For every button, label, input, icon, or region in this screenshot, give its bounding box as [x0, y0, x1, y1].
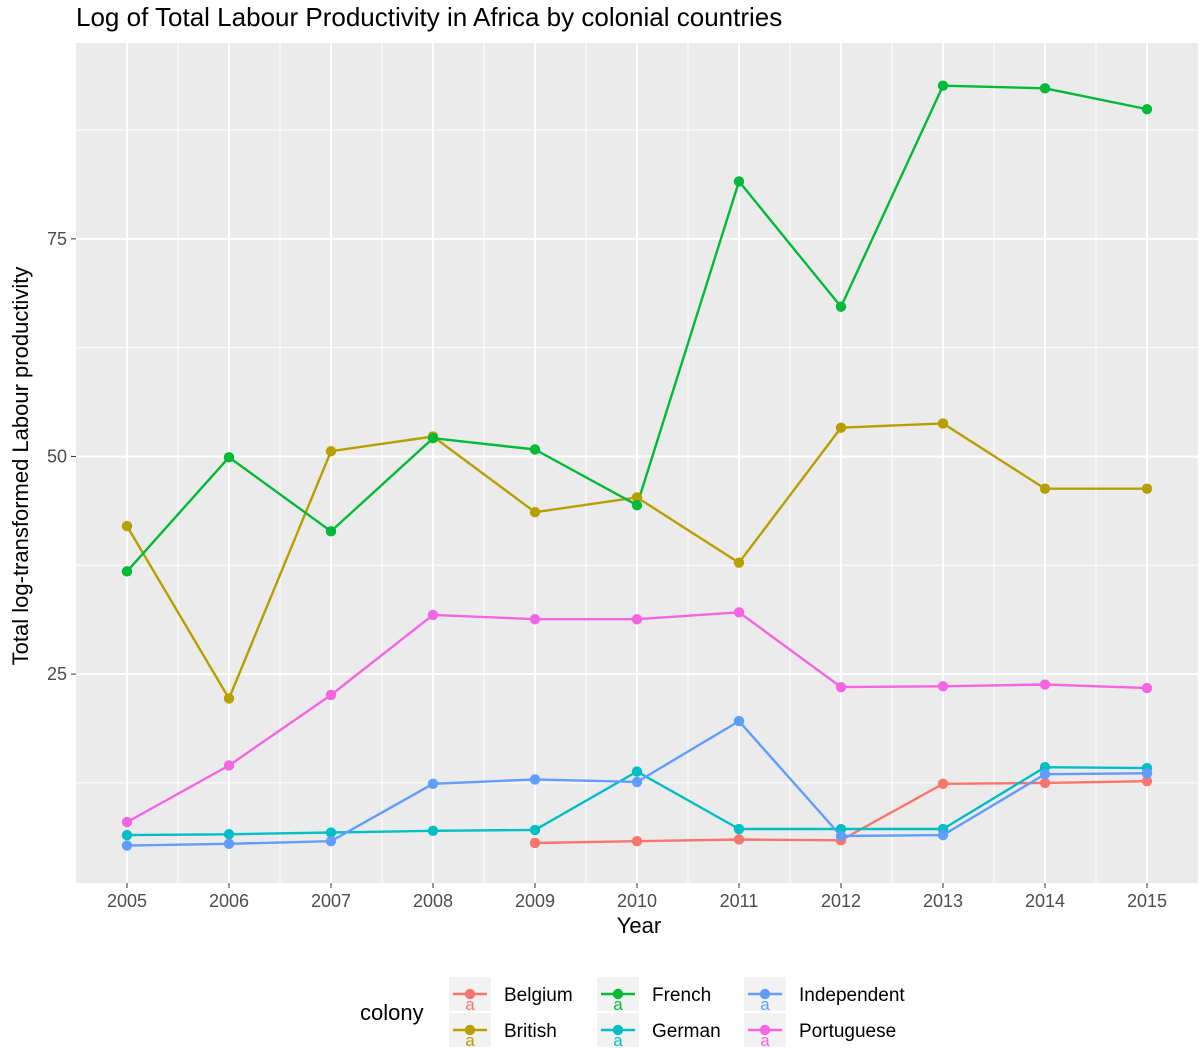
data-point-british	[1141, 483, 1153, 494]
data-point-french	[427, 432, 439, 444]
x-tick-label: 2015	[1127, 891, 1167, 911]
data-point-independent	[835, 830, 847, 842]
data-point-french	[1141, 103, 1153, 115]
data-point-british	[835, 422, 847, 433]
data-point-portuguese	[937, 681, 949, 692]
legend-key-french: a	[597, 977, 639, 1014]
data-point-french	[631, 500, 643, 511]
legend-key-glyph: a	[760, 995, 770, 1014]
data-point-independent	[1141, 768, 1153, 779]
data-point-british	[733, 557, 745, 568]
data-point-belgium	[529, 837, 541, 849]
data-point-independent	[529, 774, 541, 785]
legend-key-glyph: a	[613, 995, 623, 1014]
y-axis-title: Total log-transformed Labour productivit…	[8, 267, 33, 666]
data-point-german	[631, 766, 643, 777]
data-point-french	[121, 566, 133, 577]
data-point-portuguese	[631, 614, 643, 625]
data-point-independent	[631, 776, 643, 788]
legend-key-independent: a	[744, 977, 786, 1014]
legend-label-british: British	[504, 1021, 557, 1042]
legend: colony a Belgium a British a French a German a In…	[360, 977, 905, 1048]
data-point-belgium	[733, 834, 745, 845]
x-tick-label: 2006	[209, 891, 249, 911]
x-tick-label: 2013	[923, 891, 963, 911]
data-point-belgium	[1039, 777, 1051, 789]
x-tick-label: 2010	[617, 891, 657, 911]
x-tick-label: 2008	[413, 891, 453, 911]
data-point-belgium	[1141, 775, 1153, 787]
data-point-french	[529, 444, 541, 455]
data-point-german	[325, 827, 337, 838]
data-point-british	[529, 506, 541, 518]
legend-key-british: a	[449, 1013, 491, 1048]
data-point-independent	[427, 778, 439, 789]
data-point-british	[325, 446, 337, 457]
y-axis-ticks: 25 50 75	[47, 229, 76, 684]
data-point-independent	[121, 840, 133, 851]
data-point-independent	[733, 715, 745, 727]
legend-label-german: German	[652, 1021, 721, 1042]
data-point-french	[1039, 83, 1051, 94]
x-tick-label: 2014	[1025, 891, 1065, 911]
data-point-french	[733, 176, 745, 187]
data-point-belgium	[937, 778, 949, 789]
data-point-french	[223, 452, 235, 463]
data-point-portuguese	[121, 816, 133, 828]
chart-title: Log of Total Labour Productivity in Afri…	[76, 2, 782, 32]
data-point-independent	[1039, 768, 1051, 780]
legend-key-glyph: a	[760, 1031, 770, 1048]
legend-label-portuguese: Portuguese	[799, 1021, 896, 1042]
y-tick-label: 25	[47, 664, 67, 684]
x-tick-label: 2005	[107, 891, 147, 911]
data-point-british	[223, 693, 235, 704]
data-point-german	[529, 824, 541, 836]
data-point-french	[937, 80, 949, 91]
data-point-portuguese	[733, 607, 745, 618]
legend-label-french: French	[652, 985, 711, 1006]
x-axis-ticks: 2005 2006 2007 2008 2009 2010 2011 2012 2013 2014…	[107, 883, 1167, 911]
data-point-portuguese	[1039, 679, 1051, 690]
y-tick-label: 75	[47, 229, 67, 249]
data-point-belgium	[631, 836, 643, 847]
legend-key-glyph: a	[465, 995, 475, 1014]
legend-key-glyph: a	[465, 1031, 475, 1048]
data-point-portuguese	[835, 681, 847, 693]
data-point-independent	[223, 838, 235, 850]
data-point-german	[733, 823, 745, 835]
series-points	[121, 80, 1153, 851]
data-point-independent	[325, 836, 337, 847]
data-point-german	[427, 825, 439, 836]
x-tick-label: 2012	[821, 891, 861, 911]
data-point-portuguese	[529, 614, 541, 625]
data-point-portuguese	[1141, 682, 1153, 694]
data-point-portuguese	[223, 760, 235, 771]
data-point-french	[325, 526, 337, 537]
data-point-portuguese	[325, 689, 337, 701]
legend-key-portuguese: a	[744, 1013, 786, 1048]
x-tick-label: 2011	[720, 891, 759, 911]
data-point-british	[1039, 483, 1051, 494]
data-point-british	[121, 520, 133, 532]
data-point-portuguese	[427, 609, 439, 621]
data-point-german	[223, 829, 235, 840]
legend-key-german: a	[597, 1013, 639, 1048]
legend-title: colony	[360, 1000, 424, 1025]
x-tick-label: 2007	[311, 891, 351, 911]
x-axis-title: Year	[617, 913, 661, 938]
gridlines	[76, 43, 1198, 883]
legend-key-belgium: a	[449, 977, 491, 1014]
y-tick-label: 50	[47, 446, 67, 466]
data-point-german	[121, 829, 133, 841]
legend-label-independent: Independent	[799, 985, 905, 1006]
data-point-french	[835, 301, 847, 312]
data-point-british	[631, 492, 643, 503]
legend-label-belgium: Belgium	[504, 985, 573, 1006]
x-tick-label: 2009	[515, 891, 555, 911]
legend-key-glyph: a	[613, 1031, 623, 1048]
data-point-independent	[937, 829, 949, 841]
data-point-british	[937, 418, 949, 429]
